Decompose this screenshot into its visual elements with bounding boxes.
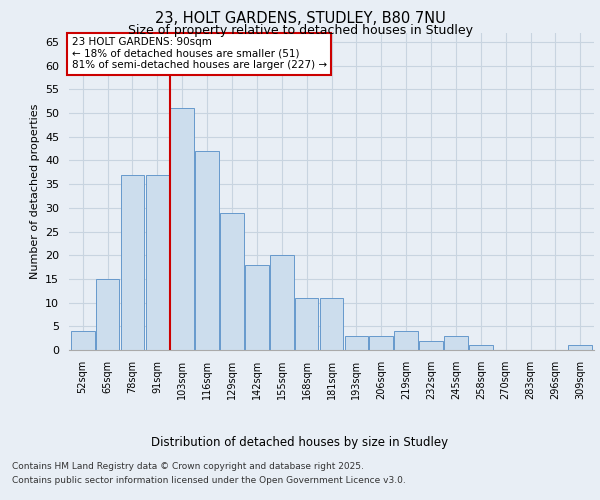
Bar: [444, 336, 468, 350]
Bar: [270, 255, 293, 350]
Text: Distribution of detached houses by size in Studley: Distribution of detached houses by size …: [151, 436, 449, 449]
Bar: [245, 264, 269, 350]
Bar: [96, 279, 119, 350]
Bar: [344, 336, 368, 350]
Bar: [469, 346, 493, 350]
Bar: [295, 298, 319, 350]
Text: 23, HOLT GARDENS, STUDLEY, B80 7NU: 23, HOLT GARDENS, STUDLEY, B80 7NU: [155, 11, 445, 26]
Bar: [71, 331, 95, 350]
Y-axis label: Number of detached properties: Number of detached properties: [29, 104, 40, 279]
Bar: [146, 174, 169, 350]
Bar: [170, 108, 194, 350]
Text: Size of property relative to detached houses in Studley: Size of property relative to detached ho…: [128, 24, 473, 37]
Text: 23 HOLT GARDENS: 90sqm
← 18% of detached houses are smaller (51)
81% of semi-det: 23 HOLT GARDENS: 90sqm ← 18% of detached…: [71, 38, 327, 70]
Bar: [320, 298, 343, 350]
Text: Contains HM Land Registry data © Crown copyright and database right 2025.: Contains HM Land Registry data © Crown c…: [12, 462, 364, 471]
Bar: [195, 151, 219, 350]
Bar: [370, 336, 393, 350]
Bar: [220, 212, 244, 350]
Bar: [568, 346, 592, 350]
Bar: [121, 174, 144, 350]
Text: Contains public sector information licensed under the Open Government Licence v3: Contains public sector information licen…: [12, 476, 406, 485]
Bar: [419, 340, 443, 350]
Bar: [394, 331, 418, 350]
